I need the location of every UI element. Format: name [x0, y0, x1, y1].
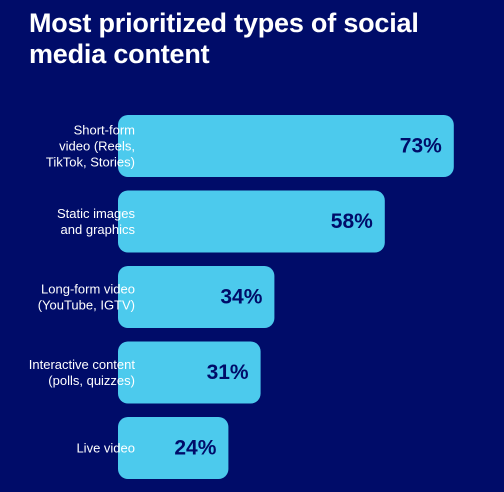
category-label-2-line-1: (YouTube, IGTV)	[38, 298, 135, 313]
category-label-0-line-1: video (Reels,	[59, 139, 135, 154]
category-label-1-line-0: Static images	[57, 206, 136, 221]
value-label-4: 24%	[174, 437, 216, 460]
category-label-1-line-1: and graphics	[61, 222, 136, 237]
category-label-0-line-0: Short-form	[74, 123, 135, 138]
value-label-3: 31%	[207, 361, 249, 384]
category-label-0-line-2: TikTok, Stories)	[46, 155, 135, 170]
category-label-4-line-0: Live video	[76, 441, 135, 456]
category-label-3-line-1: (polls, quizzes)	[48, 373, 135, 388]
value-label-1: 58%	[331, 210, 373, 233]
bar-3	[118, 341, 261, 404]
bar-0	[118, 115, 454, 177]
bar-4	[118, 417, 229, 479]
chart-title: Most prioritized types of social media c…	[29, 8, 419, 69]
value-label-2: 34%	[220, 286, 262, 309]
category-label-3-line-0: Interactive content	[29, 357, 136, 372]
bar-1	[118, 190, 385, 253]
category-label-2-line-0: Long-form video	[41, 282, 135, 297]
value-label-0: 73%	[400, 135, 442, 158]
bar-2	[118, 266, 275, 328]
